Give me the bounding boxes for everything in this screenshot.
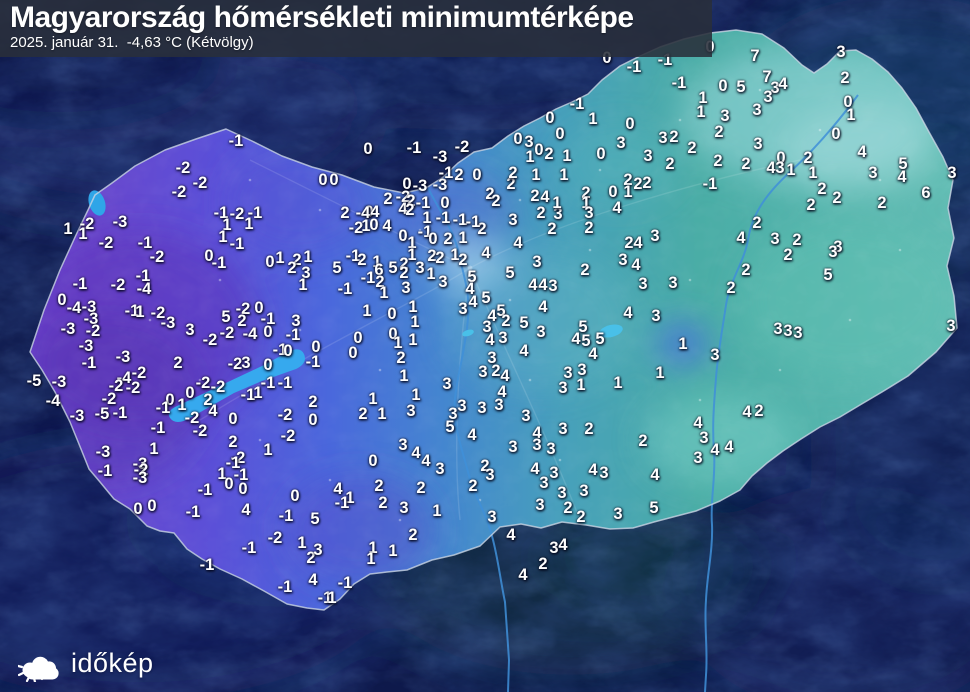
logo-text: időkép — [71, 647, 154, 678]
tisza-river — [704, 94, 859, 692]
town-dots — [148, 88, 902, 522]
lake-ferto — [88, 190, 106, 216]
lakes — [88, 190, 623, 422]
title-bar: Magyarország hőmérsékleti minimumtérképe… — [0, 0, 712, 57]
danube-river — [427, 187, 511, 692]
cloud-sun-icon — [16, 644, 64, 684]
lake-tisza — [599, 324, 623, 338]
lake-balaton — [168, 349, 305, 422]
rivers — [427, 94, 859, 692]
map-title: Magyarország hőmérsékleti minimumtérképe — [10, 1, 634, 34]
road-lines — [199, 159, 801, 521]
country-border — [29, 29, 958, 611]
map-subtitle: 2025. január 31. -4,63 °C (Kétvölgy) — [10, 34, 254, 51]
idokep-logo: időkép — [16, 644, 154, 684]
lake-velence — [462, 329, 474, 337]
